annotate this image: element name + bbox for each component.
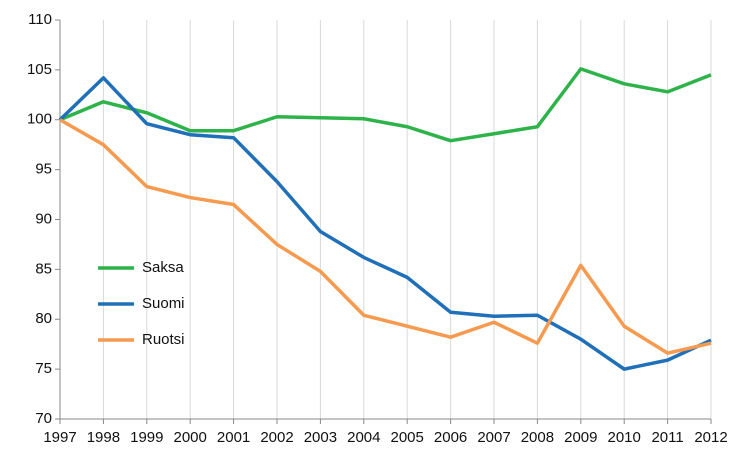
x-tick-label: 1997: [43, 429, 76, 446]
x-tick-label: 2001: [217, 429, 250, 446]
x-tick-label: 2007: [477, 429, 510, 446]
y-tick-label: 110: [28, 11, 52, 28]
series-line: [59, 67, 712, 143]
x-tick-label: 2012: [694, 429, 727, 446]
x-tick-label: 2008: [521, 429, 554, 446]
y-tick-label: 85: [35, 260, 52, 277]
x-tick-label: 1999: [130, 429, 163, 446]
x-tick-label: 2011: [651, 429, 683, 446]
y-tick-label: 70: [35, 410, 52, 427]
x-tick-label: 2005: [391, 429, 424, 446]
y-tick-label: 95: [35, 161, 52, 178]
legend-label: Saksa: [142, 259, 184, 276]
x-tick-label: 2003: [304, 429, 337, 446]
series-line: [59, 118, 712, 355]
x-tick-label: 2006: [434, 429, 467, 446]
x-tick-label: 2004: [347, 429, 380, 446]
y-tick-label: 105: [27, 61, 52, 78]
x-tick-label: 2002: [260, 429, 293, 446]
y-tick-label: 75: [35, 360, 52, 377]
x-tick-label: 1998: [87, 429, 120, 446]
y-tick-label: 100: [27, 111, 52, 128]
x-tick-label: 2000: [174, 429, 207, 446]
y-tick-label: 80: [35, 310, 52, 327]
legend-label: Suomi: [142, 295, 185, 312]
x-tick-label: 2010: [608, 429, 641, 446]
x-tick-label: 2009: [564, 429, 597, 446]
legend-label: Ruotsi: [142, 331, 185, 348]
y-tick-label: 90: [35, 210, 52, 227]
series-line: [58, 76, 712, 371]
